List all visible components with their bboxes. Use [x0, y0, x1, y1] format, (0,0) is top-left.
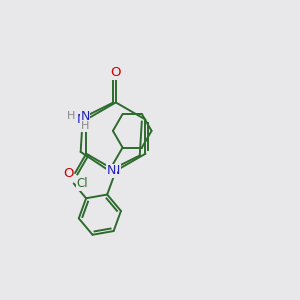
Text: O: O — [111, 66, 121, 79]
Text: H: H — [67, 111, 75, 121]
Text: Cl: Cl — [76, 177, 88, 190]
Text: O: O — [63, 167, 74, 179]
Text: N: N — [111, 164, 121, 177]
Text: N: N — [80, 110, 90, 123]
Text: N: N — [107, 164, 116, 177]
Text: N: N — [77, 113, 86, 126]
Text: H: H — [81, 121, 89, 131]
